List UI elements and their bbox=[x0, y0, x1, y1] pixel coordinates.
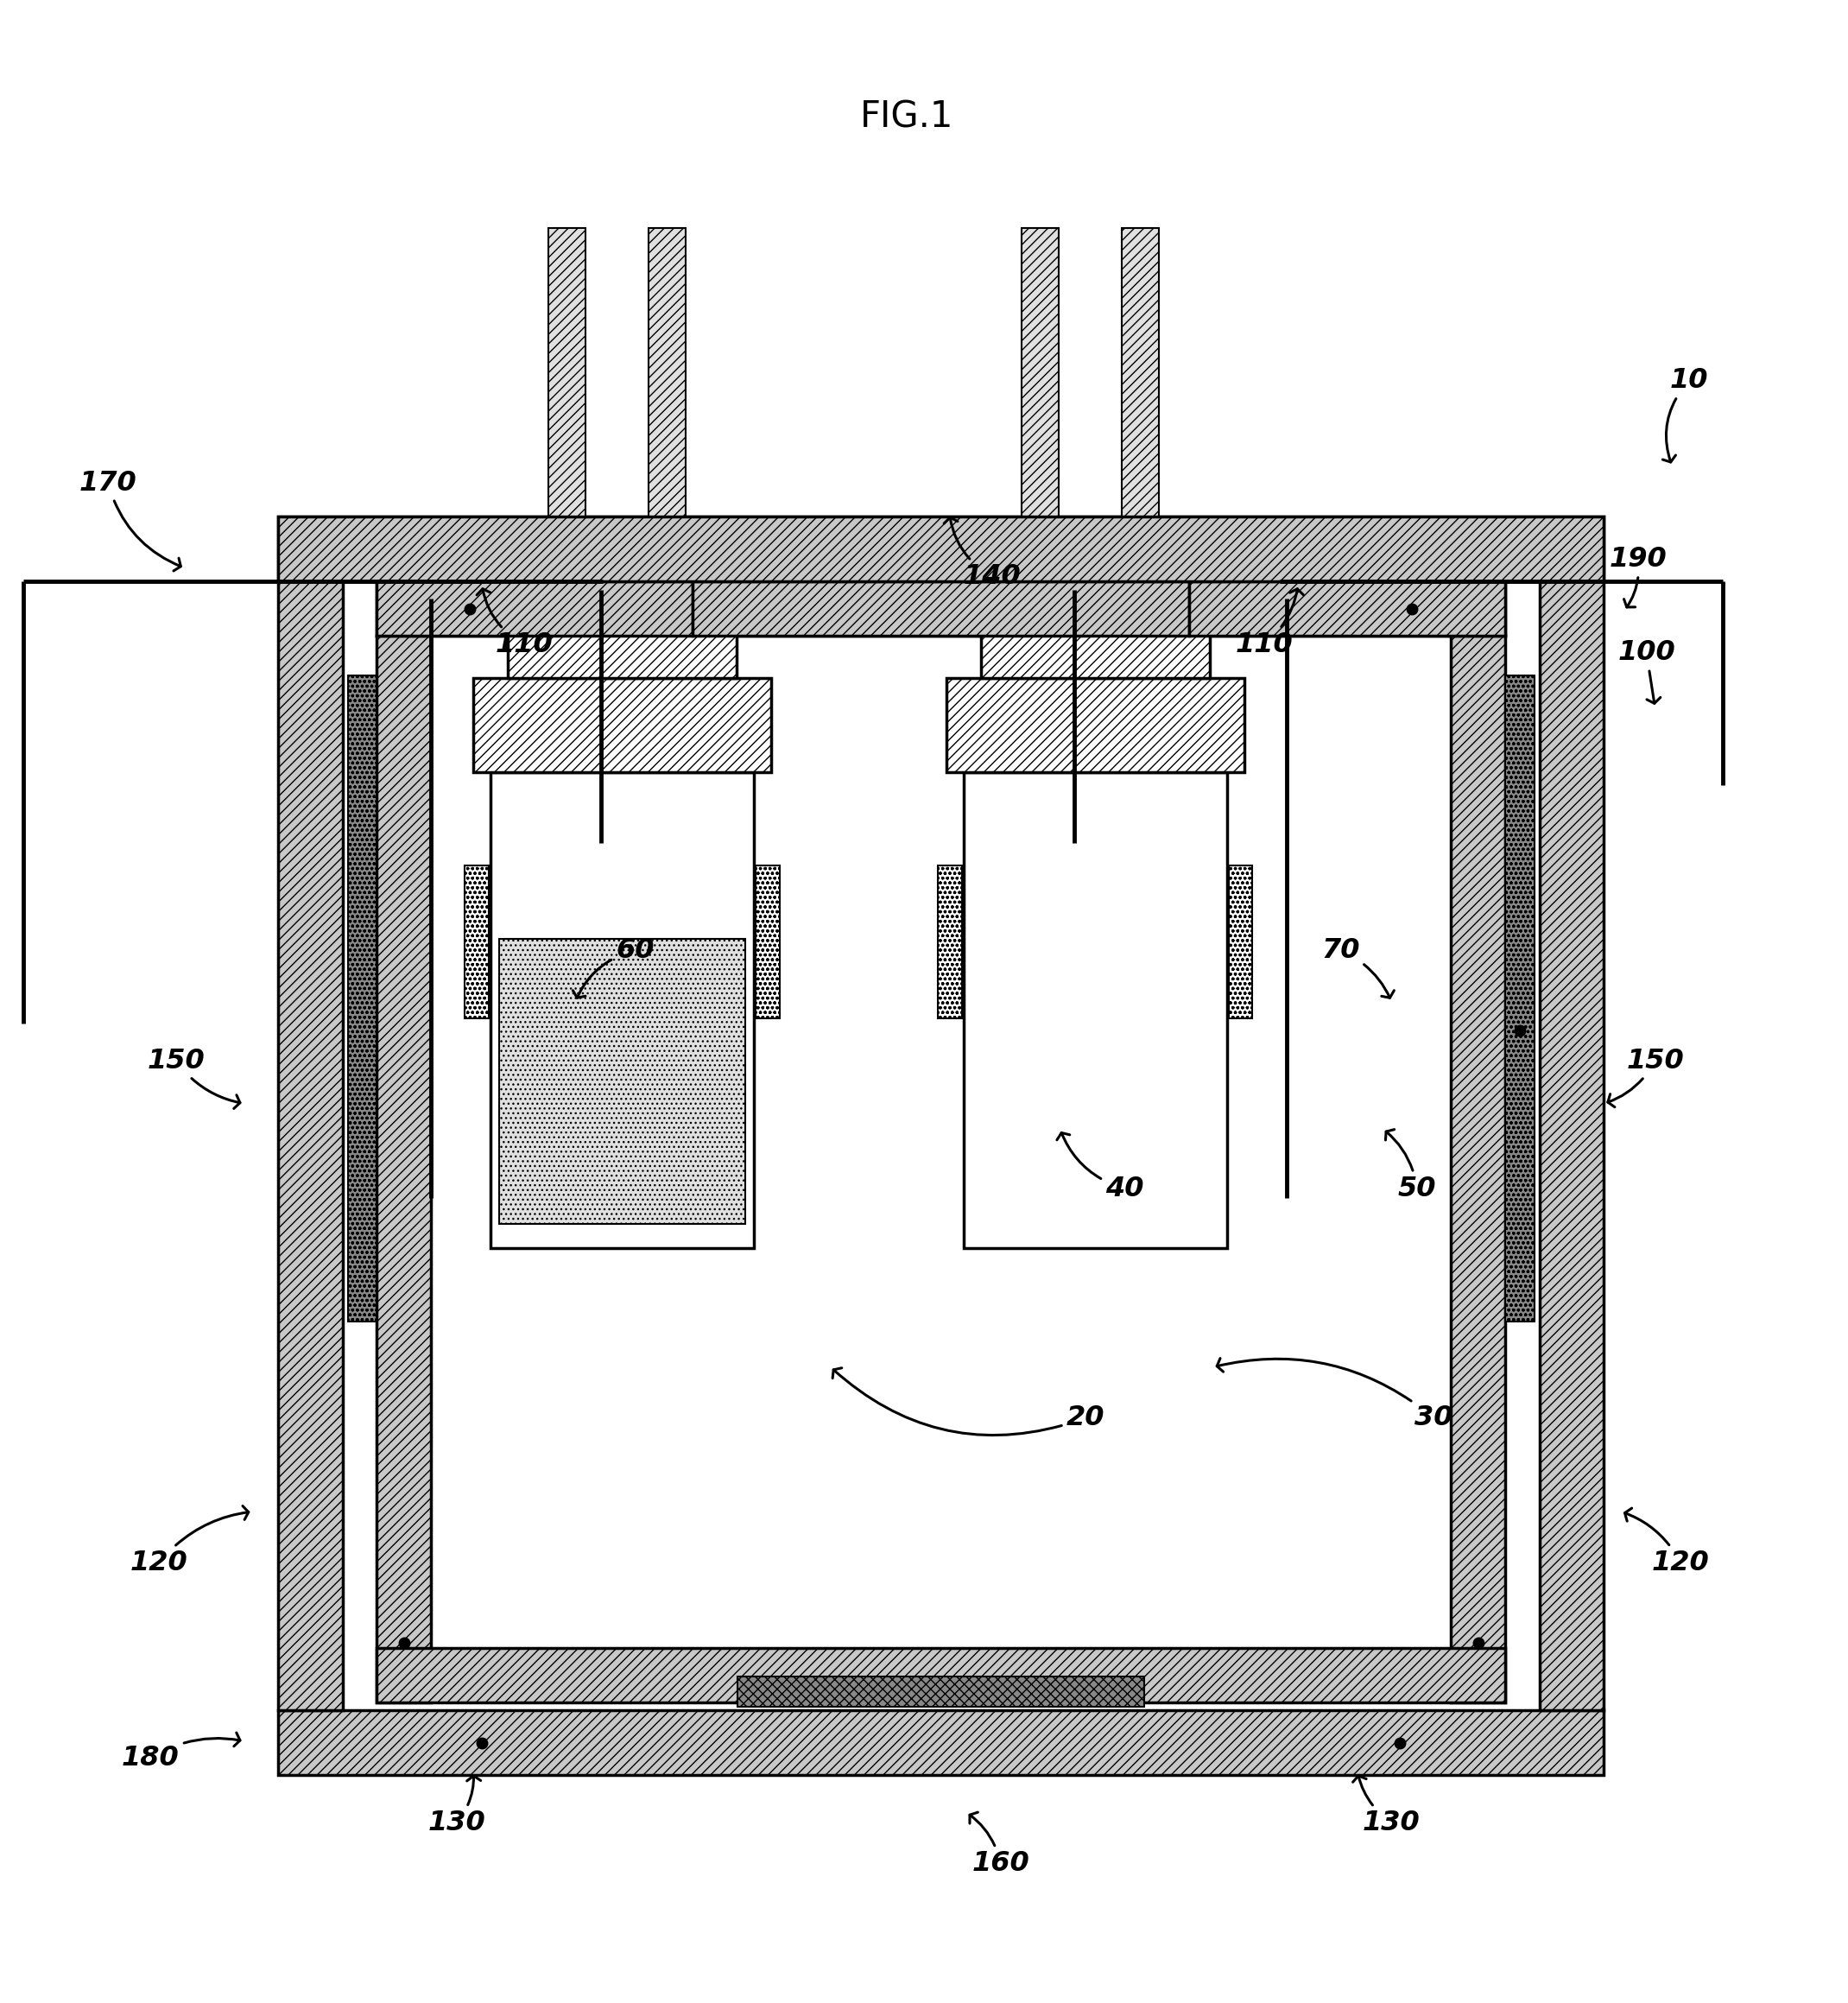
Bar bbox=[756, 865, 780, 1018]
Text: 70: 70 bbox=[1321, 937, 1393, 997]
Bar bbox=[784, 551, 1122, 581]
Bar bbox=[277, 1711, 1604, 1775]
Bar bbox=[508, 611, 737, 679]
Bar bbox=[377, 581, 693, 635]
Text: 160: 160 bbox=[970, 1813, 1029, 1877]
Text: FIG.1: FIG.1 bbox=[859, 100, 954, 136]
Text: 40: 40 bbox=[1057, 1134, 1144, 1202]
Text: 50: 50 bbox=[1386, 1130, 1436, 1202]
Bar bbox=[693, 581, 1190, 635]
Text: 120: 120 bbox=[1624, 1508, 1709, 1576]
Bar bbox=[737, 1677, 1144, 1707]
Text: 60: 60 bbox=[573, 937, 654, 997]
Text: 190: 190 bbox=[1610, 547, 1667, 607]
Text: 170: 170 bbox=[79, 469, 181, 571]
Text: 150: 150 bbox=[148, 1048, 240, 1108]
Bar bbox=[549, 228, 586, 611]
Text: 110: 110 bbox=[1234, 589, 1303, 657]
Bar bbox=[1451, 635, 1506, 1703]
Bar bbox=[1190, 581, 1506, 635]
Bar bbox=[1229, 865, 1253, 1018]
Bar bbox=[963, 771, 1227, 1248]
Bar bbox=[981, 611, 1210, 679]
Bar bbox=[431, 635, 1451, 1648]
Bar bbox=[1122, 228, 1159, 611]
Text: 20: 20 bbox=[833, 1368, 1105, 1436]
Text: 100: 100 bbox=[1617, 639, 1676, 703]
Bar bbox=[347, 675, 377, 1322]
Text: 30: 30 bbox=[1218, 1358, 1453, 1432]
Text: 10: 10 bbox=[1663, 367, 1708, 463]
Bar bbox=[342, 581, 1539, 1711]
Text: 130: 130 bbox=[427, 1777, 486, 1837]
Bar bbox=[277, 517, 1604, 581]
Text: 120: 120 bbox=[129, 1506, 248, 1576]
Text: 180: 180 bbox=[122, 1733, 240, 1771]
Text: 130: 130 bbox=[1353, 1777, 1421, 1837]
Bar bbox=[277, 517, 1604, 581]
Text: 140: 140 bbox=[944, 517, 1020, 589]
Bar bbox=[1022, 228, 1059, 611]
Bar bbox=[277, 581, 342, 1711]
Bar bbox=[473, 679, 771, 771]
Bar bbox=[1539, 581, 1604, 1711]
Bar bbox=[490, 771, 754, 1248]
Bar bbox=[377, 635, 431, 1703]
Bar bbox=[1506, 675, 1534, 1322]
Bar bbox=[939, 865, 961, 1018]
Bar bbox=[693, 581, 1190, 635]
Bar bbox=[377, 1648, 1506, 1703]
Bar bbox=[1190, 581, 1506, 635]
Bar bbox=[649, 228, 686, 611]
Text: 110: 110 bbox=[477, 589, 553, 657]
Bar bbox=[466, 865, 490, 1018]
Bar bbox=[946, 679, 1244, 771]
Bar bbox=[377, 581, 693, 635]
Bar bbox=[499, 939, 745, 1224]
Text: 150: 150 bbox=[1608, 1048, 1684, 1108]
